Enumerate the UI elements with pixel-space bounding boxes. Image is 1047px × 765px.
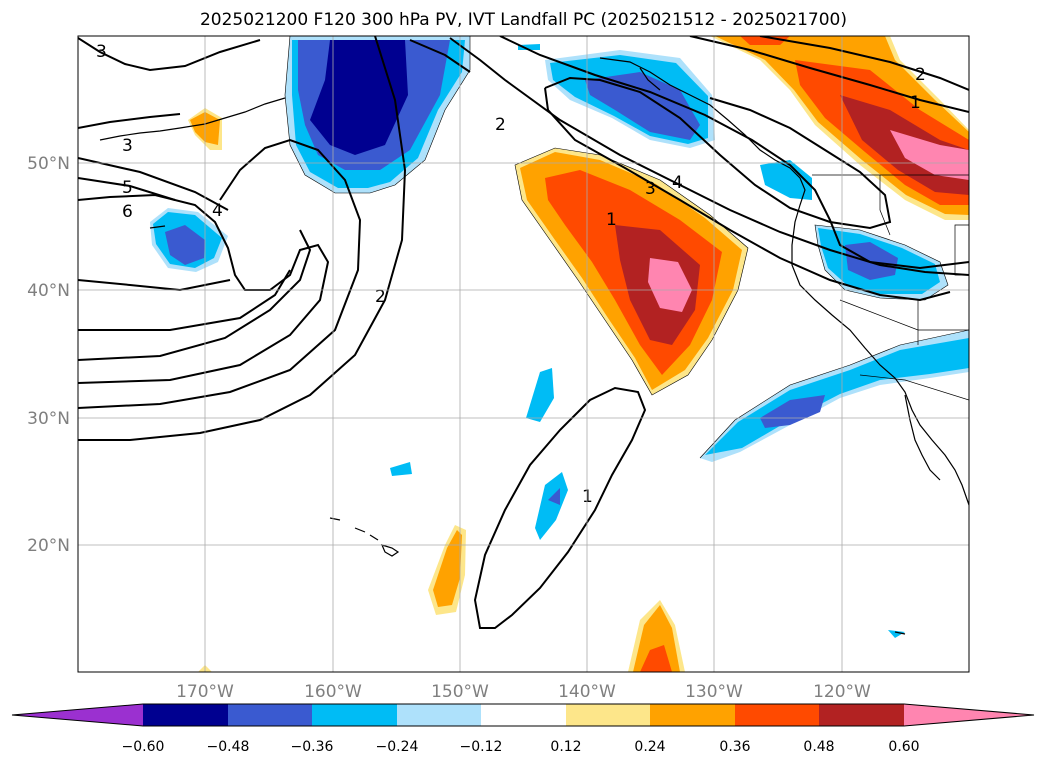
lat-tick: 20°N bbox=[27, 536, 70, 556]
colorbar-segment bbox=[397, 704, 481, 726]
colorbar-tick: −0.48 bbox=[207, 739, 250, 755]
contour-label: 1 bbox=[582, 487, 593, 507]
contour-label: 3 bbox=[96, 42, 107, 62]
colorbar-tick: −0.36 bbox=[291, 739, 334, 755]
colorbar: −0.60 −0.48 −0.36 −0.24 −0.12 0.12 0.24 … bbox=[11, 703, 1035, 755]
contour-label: 3 bbox=[122, 136, 133, 156]
contour-label: 3 bbox=[645, 179, 656, 199]
colorbar-tick: −0.60 bbox=[122, 739, 165, 755]
lon-tick: 170°W bbox=[176, 682, 234, 702]
colorbar-tick: −0.12 bbox=[460, 739, 503, 755]
negative-anomaly-gulf-of-alaska bbox=[518, 44, 715, 148]
colorbar-extend-min bbox=[12, 704, 143, 726]
colorbar-segment bbox=[143, 704, 228, 726]
map-title: 2025021200 F120 300 hPa PV, IVT Landfall… bbox=[199, 10, 847, 30]
political-boundaries bbox=[812, 174, 969, 401]
contour-label: 6 bbox=[122, 202, 133, 222]
map-frame bbox=[77, 35, 970, 673]
contour-label: 1 bbox=[606, 210, 617, 230]
colorbar-segment bbox=[650, 704, 735, 726]
colorbar-segment bbox=[312, 704, 397, 726]
colorbar-segment bbox=[566, 704, 650, 726]
contour-label: 2 bbox=[375, 287, 386, 307]
contour-label: 4 bbox=[672, 173, 683, 193]
lat-tick: 30°N bbox=[27, 409, 70, 429]
gridlines bbox=[78, 36, 969, 672]
lon-tick: 130°W bbox=[685, 682, 743, 702]
contour-label: 2 bbox=[495, 115, 506, 135]
map-plot-area: 3 3 5 6 4 2 2 3 4 1 2 1 1 bbox=[78, 36, 969, 672]
contour-label: 4 bbox=[212, 201, 223, 221]
colorbar-tick: 0.12 bbox=[550, 739, 581, 755]
lon-tick: 140°W bbox=[558, 682, 616, 702]
lat-tick: 50°N bbox=[27, 154, 70, 174]
longitude-tick-labels: 170°W 160°W 150°W 140°W 130°W 120°W bbox=[176, 682, 871, 702]
negative-anomaly-coast-patch bbox=[760, 160, 812, 200]
latitude-tick-labels: 50°N 40°N 30°N 20°N bbox=[27, 154, 70, 556]
negative-anomaly-patch bbox=[526, 368, 554, 422]
colorbar-segment bbox=[228, 704, 312, 726]
lon-tick: 150°W bbox=[431, 682, 489, 702]
lat-tick: 40°N bbox=[27, 281, 70, 301]
lon-tick: 160°W bbox=[304, 682, 362, 702]
colorbar-segment bbox=[481, 704, 566, 726]
colorbar-tick: 0.24 bbox=[634, 739, 665, 755]
colorbar-segment bbox=[735, 704, 819, 726]
colorbar-tick: 0.48 bbox=[803, 739, 834, 755]
colorbar-segment bbox=[819, 704, 904, 726]
contour-labels: 3 3 5 6 4 2 2 3 4 1 2 1 1 bbox=[96, 42, 926, 507]
positive-anomaly-central-plume bbox=[515, 148, 748, 395]
colorbar-tick: 0.60 bbox=[888, 739, 919, 755]
contour-label: 2 bbox=[915, 65, 926, 85]
negative-anomaly-north-pacific bbox=[285, 36, 470, 193]
pv-contours bbox=[78, 36, 969, 629]
contour-label: 5 bbox=[122, 178, 133, 198]
lon-tick: 120°W bbox=[813, 682, 871, 702]
colorbar-extend-max bbox=[904, 704, 1034, 726]
colorbar-tick: 0.36 bbox=[719, 739, 750, 755]
coastlines bbox=[99, 57, 969, 635]
colorbar-tick: −0.24 bbox=[376, 739, 419, 755]
negative-anomaly-patch bbox=[390, 462, 412, 476]
contour-label: 1 bbox=[910, 93, 921, 113]
